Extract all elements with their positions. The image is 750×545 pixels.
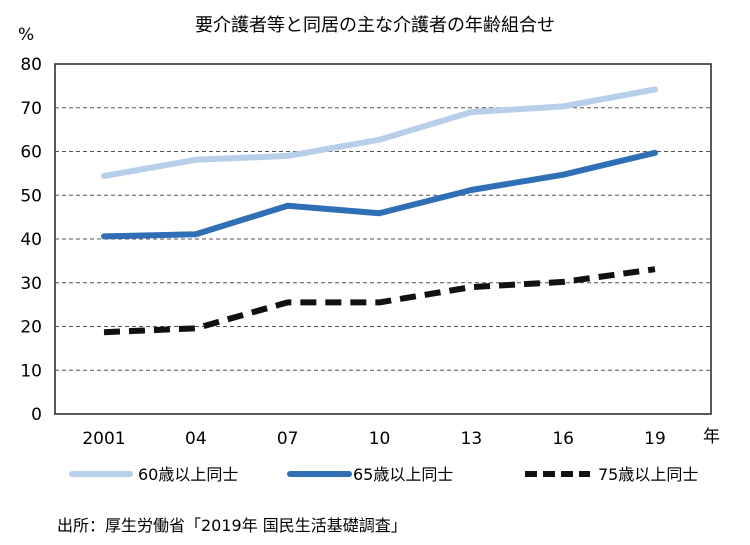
y-axis-ticks: 0 10 20 30 40 50 60 70 80: [20, 55, 42, 425]
grid-lines: [55, 107, 711, 371]
y-tick-label: 20: [20, 318, 42, 338]
series-line-1: [101, 86, 658, 179]
x-tick-label: 04: [185, 429, 207, 449]
legend-label-2: 65歳以上同士: [353, 465, 453, 484]
y-tick-label: 60: [20, 143, 42, 163]
y-tick-label: 40: [20, 230, 42, 250]
legend: 60歳以上同士 65歳以上同士 75歳以上同士: [69, 465, 698, 484]
y-tick-label: 30: [20, 274, 42, 294]
y-axis-unit-label: %: [18, 25, 34, 45]
series-line-2: [101, 149, 658, 240]
x-axis-ticks: 2001 04 07 10 13 16 19: [82, 429, 665, 449]
legend-label-3: 75歳以上同士: [598, 465, 698, 484]
series-lines: [101, 86, 658, 336]
y-tick-label: 70: [20, 99, 42, 119]
legend-label-1: 60歳以上同士: [138, 465, 238, 484]
x-tick-label: 10: [369, 429, 391, 449]
x-axis-unit-label: 年: [703, 427, 720, 447]
series-line-3: [103, 266, 656, 336]
y-tick-label: 50: [20, 186, 42, 206]
x-tick-label: 13: [461, 429, 483, 449]
y-tick-label: 10: [20, 361, 42, 381]
y-tick-label: 80: [20, 55, 42, 75]
x-tick-label: 07: [277, 429, 299, 449]
x-tick-label: 16: [552, 429, 574, 449]
x-tick-label: 2001: [82, 429, 125, 449]
source-note: 出所：厚生労働省「2019年 国民生活基礎調査」: [57, 516, 407, 535]
x-tick-label: 19: [644, 429, 666, 449]
y-tick-label: 0: [31, 405, 42, 425]
chart-title: 要介護者等と同居の主な介護者の年齢組合せ: [195, 15, 555, 36]
